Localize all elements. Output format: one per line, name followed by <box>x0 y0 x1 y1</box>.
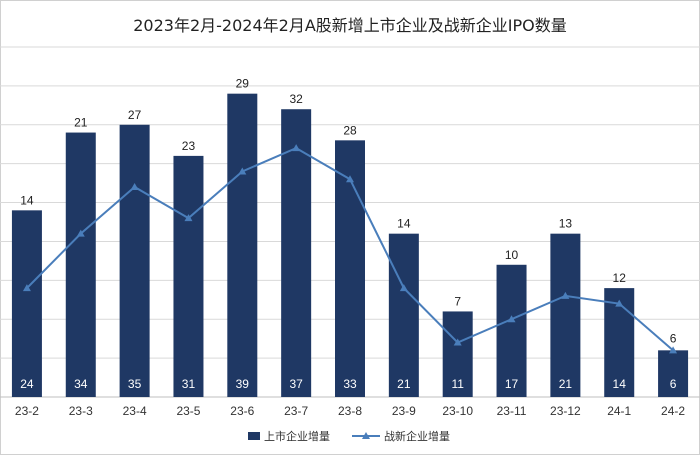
line-value-label: 27 <box>128 108 142 122</box>
line-point <box>76 229 85 237</box>
x-tick-label: 23-8 <box>338 404 362 418</box>
line-value-label: 14 <box>397 217 411 231</box>
line-value-label: 21 <box>74 116 88 130</box>
bar-value-label: 14 <box>613 377 627 391</box>
line-value-label: 12 <box>613 271 627 285</box>
line-point <box>238 167 247 175</box>
bar-value-label: 35 <box>128 377 142 391</box>
line-value-label: 32 <box>289 92 303 106</box>
bar-value-label: 17 <box>505 377 519 391</box>
line-value-label: 29 <box>236 77 250 91</box>
line-point <box>346 175 354 183</box>
line-value-label: 23 <box>182 139 196 153</box>
x-tick-label: 23-2 <box>15 404 39 418</box>
legend-swatch-bar <box>248 432 260 440</box>
bar <box>442 311 473 397</box>
line-point <box>453 338 462 346</box>
bar <box>388 233 419 397</box>
bar <box>11 210 42 397</box>
x-tick-label: 23-12 <box>550 404 581 418</box>
x-tick-label: 23-11 <box>497 404 527 418</box>
bar-value-label: 24 <box>20 377 34 391</box>
bar <box>65 132 96 398</box>
line-point <box>399 284 408 292</box>
bar-value-label: 11 <box>451 377 464 391</box>
line-point <box>184 214 193 222</box>
x-tick-label: 24-2 <box>661 404 685 418</box>
bar <box>227 93 258 398</box>
line-point <box>22 284 31 292</box>
x-tick-label: 23-6 <box>230 404 254 418</box>
bar-value-label: 21 <box>397 377 411 391</box>
x-tick-label: 23-4 <box>123 404 147 418</box>
bar-value-label: 33 <box>343 377 357 391</box>
bar-value-label: 6 <box>670 377 677 391</box>
line-point <box>561 291 570 299</box>
bar <box>658 350 689 397</box>
line-series <box>22 144 678 354</box>
line-point <box>669 346 678 354</box>
data-labels: 24 34 35 31 39 37 33 21 11 17 21 14 6 14 21 27 23 29 32 28 1… <box>20 77 676 391</box>
x-tick-label: 23-7 <box>284 404 308 418</box>
x-tick-label: 23-3 <box>69 404 93 418</box>
line-value-label: 6 <box>670 331 677 345</box>
bar <box>496 264 527 397</box>
line-value-label: 28 <box>343 123 357 137</box>
bar <box>173 155 204 397</box>
legend-marker-line <box>362 432 370 439</box>
line-value-label: 10 <box>505 248 519 262</box>
bar-value-label: 31 <box>182 377 196 391</box>
chart-title: 2023年2月-2024年2月A股新增上市企业及战新企业IPO数量 <box>133 16 567 35</box>
line-point <box>507 315 516 323</box>
bar-value-label: 39 <box>236 377 250 391</box>
x-tick-label: 23-10 <box>442 404 473 418</box>
bar <box>335 140 365 398</box>
bar-value-label: 34 <box>74 377 88 391</box>
legend-label-bar: 上市企业增量 <box>264 429 330 443</box>
bar <box>550 233 581 397</box>
line-value-label: 13 <box>559 217 573 231</box>
line-point <box>615 299 624 307</box>
line-point <box>292 144 301 152</box>
bar-value-label: 37 <box>289 377 303 391</box>
line-value-label: 7 <box>454 294 461 308</box>
x-tick-label: 23-9 <box>392 404 416 418</box>
legend: 上市企业增量 战新企业增量 <box>248 429 450 443</box>
x-axis: 23-2 23-3 23-4 23-5 23-6 23-7 23-8 23-9 23-10 23-… <box>15 404 685 418</box>
x-tick-label: 24-1 <box>607 404 631 418</box>
bar-value-label: 21 <box>559 377 573 391</box>
bar <box>119 124 150 398</box>
bar <box>281 109 312 397</box>
x-tick-label: 23-5 <box>176 404 200 418</box>
line-point <box>130 183 139 190</box>
bar-series <box>11 93 689 398</box>
line-value-label: 14 <box>20 193 34 207</box>
legend-label-line: 战新企业增量 <box>384 429 450 443</box>
